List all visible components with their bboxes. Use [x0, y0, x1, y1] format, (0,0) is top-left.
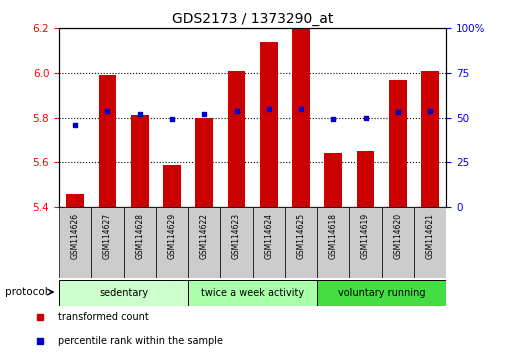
Text: GSM114627: GSM114627 [103, 213, 112, 259]
Text: GSM114625: GSM114625 [297, 213, 306, 259]
Point [200, 111, 208, 117]
Text: twice a week activity: twice a week activity [201, 288, 304, 298]
FancyBboxPatch shape [349, 207, 382, 278]
FancyBboxPatch shape [188, 280, 317, 306]
Point [168, 117, 176, 122]
Point [35, 338, 44, 344]
Bar [357, 151, 374, 207]
FancyBboxPatch shape [252, 207, 285, 278]
Bar [292, 28, 310, 207]
Point [426, 108, 435, 113]
FancyBboxPatch shape [317, 280, 446, 306]
Bar [163, 165, 181, 207]
Text: GSM114618: GSM114618 [329, 213, 338, 259]
Point [394, 109, 402, 115]
Text: GSM114620: GSM114620 [393, 213, 402, 259]
FancyBboxPatch shape [59, 280, 188, 306]
FancyBboxPatch shape [221, 207, 252, 278]
FancyBboxPatch shape [91, 207, 124, 278]
Point [135, 111, 144, 117]
FancyBboxPatch shape [59, 207, 91, 278]
Point [232, 108, 241, 113]
Text: GSM114624: GSM114624 [264, 213, 273, 259]
Point [71, 122, 79, 128]
FancyBboxPatch shape [188, 207, 221, 278]
Bar [66, 194, 84, 207]
Bar [324, 154, 342, 207]
FancyBboxPatch shape [156, 207, 188, 278]
Bar [195, 118, 213, 207]
Text: GSM114619: GSM114619 [361, 213, 370, 259]
Bar [260, 42, 278, 207]
Bar [228, 71, 245, 207]
Text: voluntary running: voluntary running [338, 288, 425, 298]
Point [362, 115, 370, 120]
Text: GSM114626: GSM114626 [71, 213, 80, 259]
Point [103, 108, 111, 113]
Text: GSM114629: GSM114629 [167, 213, 176, 259]
FancyBboxPatch shape [382, 207, 414, 278]
Title: GDS2173 / 1373290_at: GDS2173 / 1373290_at [172, 12, 333, 26]
Bar [131, 115, 149, 207]
Text: transformed count: transformed count [58, 312, 149, 322]
Bar [389, 80, 407, 207]
Point [35, 314, 44, 320]
Bar [98, 75, 116, 207]
Text: GSM114621: GSM114621 [426, 213, 435, 259]
Text: GSM114623: GSM114623 [232, 213, 241, 259]
FancyBboxPatch shape [285, 207, 317, 278]
Text: percentile rank within the sample: percentile rank within the sample [58, 336, 223, 346]
Text: GSM114628: GSM114628 [135, 213, 144, 259]
FancyBboxPatch shape [414, 207, 446, 278]
Text: GSM114622: GSM114622 [200, 213, 209, 259]
FancyBboxPatch shape [317, 207, 349, 278]
Bar [421, 71, 439, 207]
Point [265, 106, 273, 112]
FancyBboxPatch shape [124, 207, 156, 278]
Point [329, 117, 338, 122]
Text: protocol: protocol [5, 287, 48, 297]
Text: sedentary: sedentary [99, 288, 148, 298]
Point [297, 106, 305, 112]
